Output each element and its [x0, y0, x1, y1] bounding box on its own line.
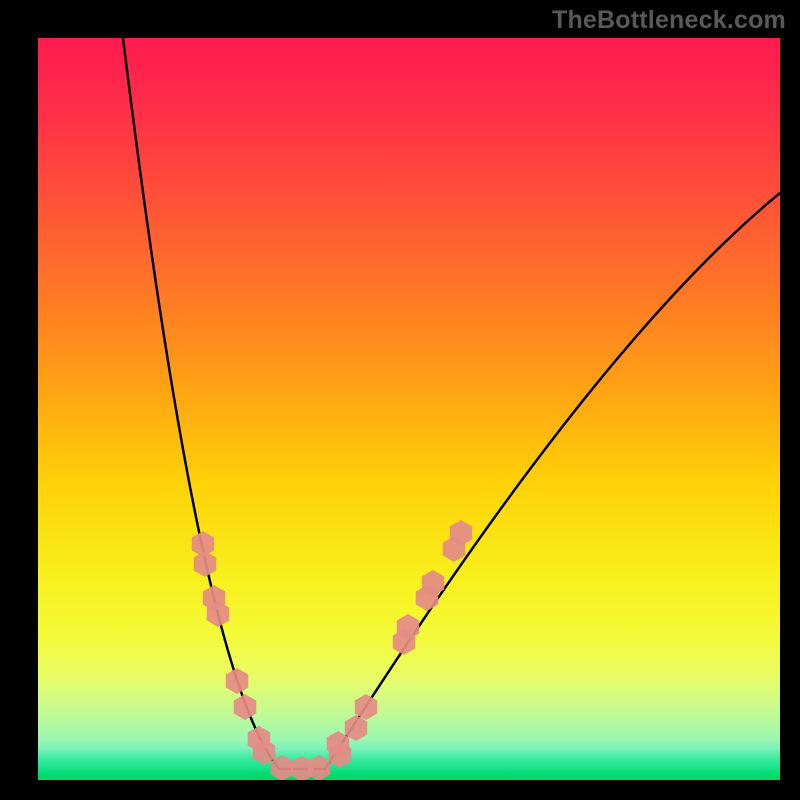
watermark-text: TheBottleneck.com [552, 6, 786, 35]
canvas-root: TheBottleneck.com [0, 0, 800, 800]
plot-area [38, 38, 780, 780]
bottleneck-curve-path [123, 38, 780, 769]
marker-layer [192, 520, 473, 780]
data-marker [226, 668, 249, 694]
data-marker [194, 551, 217, 577]
bottleneck-curve [38, 38, 780, 780]
data-marker [308, 755, 331, 780]
data-marker [234, 694, 257, 720]
